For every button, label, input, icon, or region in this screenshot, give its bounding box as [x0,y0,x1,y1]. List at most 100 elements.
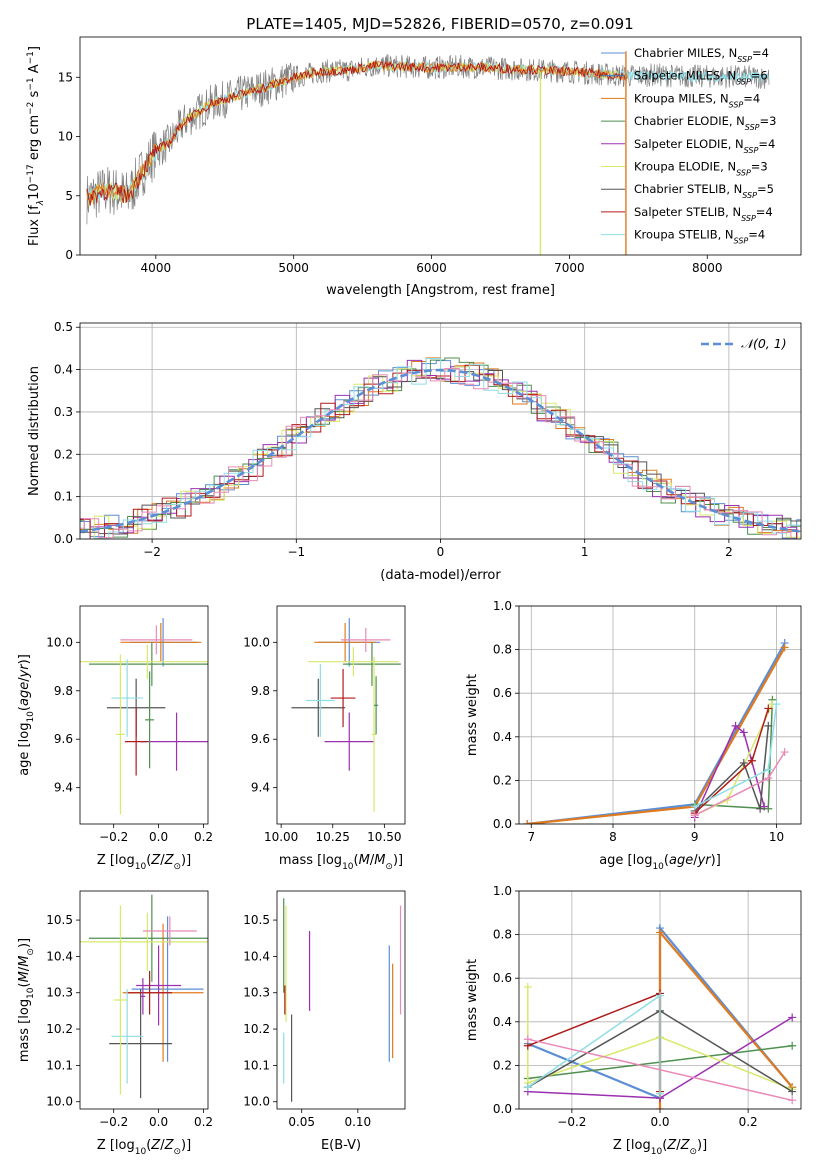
weight-line-pink [527,1038,793,1102]
y-tick-label: 0.4 [493,1015,512,1029]
legend-label: Kroupa ELODIE, NSSP=3 [634,160,768,178]
weight-marker [523,820,532,824]
x-tick-label: 0.2 [194,830,213,844]
weight-marker [731,721,740,730]
x-tick-label: 10.50 [367,830,401,844]
x-tick-label: 10.25 [316,830,350,844]
x-axis-label: Z [log10(Z/Z⊙)] [613,1138,707,1157]
x-tick-label: −0.2 [99,1115,128,1129]
y-axis-label: Normed distribution [27,366,42,496]
x-tick-label: 8000 [692,261,723,275]
weight-line-kroupa-miles [527,646,786,824]
model-fit-kroupa-miles [86,60,628,205]
x-axis-label: Z [log10(Z/Z⊙)] [97,1138,191,1157]
weight-marker [772,700,781,709]
y-tick-label: 5 [65,189,73,203]
legend-label: Salpeter ELODIE, NSSP=4 [634,137,775,155]
model-fit-kroupa-elodie [86,59,628,207]
y-tick-label: 0.0 [54,532,73,546]
y-tick-label: 0.3 [54,405,73,419]
x-tick-label: 0.0 [149,830,168,844]
legend-label: Salpeter STELIB, NSSP=4 [634,205,773,223]
y-tick-label: 10.0 [243,635,270,649]
weight-marker [764,765,773,774]
histogram-salpeter-elodie [80,359,801,539]
weight-marker [780,748,789,757]
x-tick-label: 0.0 [650,1115,669,1129]
spectrum-data-line [86,54,770,225]
y-tick-label: 10.4 [46,949,73,963]
weight-marker [788,1096,797,1105]
weight-marker [747,756,756,765]
y-tick-label: 0.4 [493,730,512,744]
weight-marker [523,1083,532,1092]
axes-age_vs_mass: 10.00 10.25 10.50 9.4 9.6 9.8 10.0 mass [log10(… [243,605,406,872]
legend-label: Chabrier STELIB, NSSP=5 [634,182,774,200]
y-tick-label: 15 [58,70,73,84]
x-tick-label: −0.2 [99,830,128,844]
y-tick-label: 10.0 [46,1095,73,1109]
x-tick-label: −0.2 [557,1115,586,1129]
weight-marker [656,1105,664,1109]
legend-label: 𝒩(0, 1) [741,336,787,351]
x-tick-label: 2 [725,545,733,559]
axes-frame [276,890,406,1110]
y-axis-label: mass [log10(M/M⊙)] [17,938,36,1062]
y-tick-label: 10 [58,130,73,144]
y-tick-label: 9.4 [251,781,270,795]
weight-line-salpeter-stelib [527,992,661,1092]
x-tick-label: 5000 [278,261,309,275]
y-tick-label: 9.6 [54,732,73,746]
y-tick-label: 0.0 [493,1102,512,1116]
y-tick-label: 0 [65,248,73,262]
weight-marker [788,1041,797,1050]
weight-marker [690,811,699,820]
y-tick-label: 0.8 [493,928,512,942]
y-tick-label: 10.5 [243,913,270,927]
x-tick-label: 0.10 [344,1115,371,1129]
x-tick-label: 6000 [416,261,447,275]
weight-line-kroupa-miles [658,929,794,1109]
gaussian-curve [80,368,801,533]
y-tick-label: 9.8 [54,684,73,698]
y-tick-label: 0.2 [493,1058,512,1072]
weight-line-salpeter-elodie [694,724,765,818]
weight-marker [760,802,769,811]
plot-area-weight_vs_Z [523,924,797,1109]
weight-marker [788,1087,797,1096]
histogram-salpeter-stelib [80,364,801,539]
y-tick-label: 0.6 [493,686,512,700]
axes-frame [79,36,802,256]
legend-label: Salpeter MILES, NSSP=6 [634,69,768,87]
x-tick-label: 0.2 [194,1115,213,1129]
x-axis-label: Z [log10(Z/Z⊙)] [97,853,191,872]
weight-marker [764,774,773,783]
legend-label: Kroupa STELIB, NSSP=4 [634,228,765,246]
y-tick-label: 10.3 [46,986,73,1000]
model-fit-salpeter-stelib [86,59,628,206]
x-tick-label: 0.05 [288,1115,315,1129]
axes-residuals: −2 −1 0 1 2 0.0 0.1 0.2 0.3 0.4 0.5 𝒩(0, 1) (data-mo… [27,320,802,583]
x-tick-label: −2 [143,545,161,559]
figure-title: PLATE=1405, MJD=52826, FIBERID=0570, z=0… [246,15,633,33]
weight-marker [764,804,773,813]
weight-line-chabrier-miles [527,642,786,824]
model-fit-kroupa-stelib [86,59,770,203]
y-tick-label: 0.2 [493,773,512,787]
y-tick-label: 10.4 [243,949,270,963]
plot-area-mass_vs_Z [80,894,208,1099]
y-tick-label: 10.1 [243,1058,270,1072]
axes-frame [79,605,209,825]
x-tick-label: 7000 [554,261,585,275]
weight-line-kroupa-elodie [527,986,793,1091]
x-axis-label: age [log10(age/yr)] [599,853,721,872]
weight-marker [788,1013,797,1022]
x-axis-label: wavelength [Angstrom, rest frame] [326,283,555,298]
x-tick-label: 8 [609,830,617,844]
x-tick-label: 0.2 [739,1115,758,1129]
y-tick-label: 0.0 [493,817,512,831]
y-tick-label: 1.0 [493,599,512,613]
plot-area-weight_vs_age [523,639,789,824]
weight-marker [656,1089,664,1098]
